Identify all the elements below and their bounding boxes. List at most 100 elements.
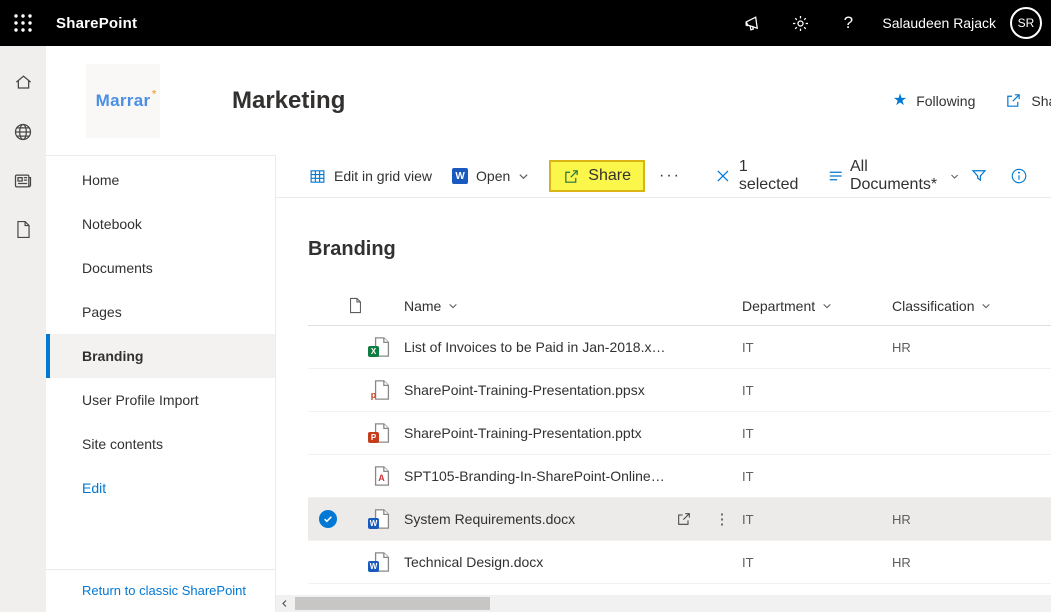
department-cell: IT <box>742 339 754 355</box>
app-launcher-icon[interactable] <box>0 0 46 46</box>
sidebar-item-home[interactable]: Home <box>82 172 120 188</box>
pdf-file-icon: A <box>372 465 392 487</box>
view-name: All Documents* <box>849 158 938 193</box>
main-panel: Edit in grid view W Open Share <box>276 155 1051 612</box>
sidebar-item-branding[interactable]: Branding <box>46 334 275 378</box>
table-row[interactable]: p SharePoint-Training-Presentation.ppsx … <box>308 369 1051 412</box>
list-title: Branding <box>308 238 396 260</box>
department-cell: IT <box>742 554 754 570</box>
chevron-down-icon <box>519 173 528 179</box>
word-file-icon: W <box>368 551 392 573</box>
classification-cell: HR <box>892 554 911 570</box>
check-circle-icon <box>319 510 337 528</box>
chevron-down-icon <box>823 303 831 308</box>
department-cell: IT <box>742 425 754 441</box>
share-icon <box>1007 94 1021 107</box>
row-checkbox-checked[interactable] <box>308 510 348 528</box>
app-title[interactable]: SharePoint <box>56 14 138 32</box>
table-row[interactable]: A SPT105-Branding-In-SharePoint-Online-a… <box>308 455 1051 498</box>
star-icon: ★ <box>892 91 908 109</box>
sidebar-item-user-profile-import[interactable]: User Profile Import <box>82 392 199 408</box>
chevron-down-icon <box>982 303 991 308</box>
sidebar-footer: Return to classic SharePoint <box>46 569 275 612</box>
file-name[interactable]: SharePoint-Training-Presentation.ppsx <box>404 382 645 398</box>
open-button[interactable]: W Open <box>452 168 529 184</box>
file-name[interactable]: List of Invoices to be Paid in Jan-2018.… <box>404 339 666 355</box>
help-icon[interactable]: ? <box>843 13 854 32</box>
scroll-left-icon[interactable] <box>276 595 292 612</box>
user-name[interactable]: Salaudeen Rajack <box>882 15 996 31</box>
classification-cell: HR <box>892 339 911 355</box>
site-navigation: Home Notebook Documents Pages Branding U… <box>46 155 276 612</box>
page-icon <box>350 297 361 314</box>
file-name[interactable]: SharePoint-Training-Presentation.pptx <box>404 425 642 441</box>
settings-gear-icon[interactable] <box>776 0 824 46</box>
view-lines-icon <box>829 171 842 181</box>
suite-top-bar: SharePoint ? Salaudeen Rajack SR <box>0 0 1051 46</box>
horizontal-scrollbar[interactable] <box>276 595 1051 612</box>
table-header: Name Department Classification <box>308 286 1051 326</box>
clear-selection-button[interactable]: 1 selected <box>717 158 801 194</box>
row-more-actions-icon[interactable]: ⋮ <box>714 511 730 528</box>
file-name[interactable]: System Requirements.docx <box>404 511 576 527</box>
grid-icon <box>310 169 325 183</box>
powerpoint-show-file-icon: p <box>371 379 392 401</box>
table-row-selected[interactable]: W System Requirements.docx ⋮ IT HR <box>308 498 1051 541</box>
sidebar-item-notebook[interactable]: Notebook <box>82 216 142 232</box>
logo-asterisk: * <box>152 88 157 100</box>
home-icon[interactable] <box>0 58 46 107</box>
share-icon <box>565 169 579 183</box>
sidebar-item-site-contents[interactable]: Site contents <box>82 436 163 452</box>
table-row[interactable]: P SharePoint-Training-Presentation.pptx … <box>308 412 1051 455</box>
chevron-down-icon <box>449 303 458 308</box>
following-button[interactable]: ★ Following <box>892 91 976 109</box>
filter-icon[interactable] <box>959 156 999 196</box>
sidebar-item-documents[interactable]: Documents <box>82 260 153 276</box>
command-bar: Edit in grid view W Open Share <box>276 155 1051 198</box>
column-header-department[interactable]: Department <box>742 298 892 314</box>
sidebar-edit-link[interactable]: Edit <box>82 480 107 496</box>
chevron-down-icon <box>950 174 958 179</box>
view-selector[interactable]: All Documents* <box>829 158 959 194</box>
announcements-icon[interactable] <box>728 0 776 46</box>
site-header: Marrar* Marketing ★ Following Share <box>46 46 1051 155</box>
table-row[interactable]: X List of Invoices to be Paid in Jan-201… <box>308 326 1051 369</box>
file-name[interactable]: Technical Design.docx <box>404 554 544 570</box>
row-share-icon[interactable] <box>666 511 702 527</box>
word-app-icon: W <box>452 168 469 184</box>
file-type-column-header[interactable] <box>348 297 404 314</box>
site-logo[interactable]: Marrar * <box>86 63 160 138</box>
edit-in-grid-view-button[interactable]: Edit in grid view <box>309 168 432 185</box>
horizontal-scrollbar-thumb[interactable] <box>295 597 490 610</box>
table-row[interactable]: W Technical Design.docx IT HR <box>308 541 1051 584</box>
department-cell: IT <box>742 382 754 398</box>
word-file-icon: W <box>368 508 392 530</box>
document-icon[interactable] <box>0 205 46 254</box>
share-button-highlighted[interactable]: Share <box>549 160 645 192</box>
department-cell: IT <box>742 468 754 484</box>
powerpoint-file-icon: P <box>368 422 392 444</box>
following-label: Following <box>916 92 976 109</box>
info-icon[interactable] <box>999 156 1039 196</box>
return-to-classic-link[interactable]: Return to classic SharePoint <box>82 583 247 598</box>
classification-cell: HR <box>892 511 911 527</box>
column-header-name[interactable]: Name <box>404 298 666 314</box>
close-icon <box>717 170 729 182</box>
globe-icon[interactable] <box>0 107 46 156</box>
selected-count: 1 selected <box>738 158 799 193</box>
site-logo-text: Marrar * <box>95 88 157 110</box>
more-commands-icon[interactable]: ··· <box>659 167 681 184</box>
news-icon[interactable] <box>0 156 46 205</box>
department-cell: IT <box>742 511 754 527</box>
site-title: Marketing <box>232 86 346 114</box>
share-label: Share <box>588 167 631 184</box>
avatar[interactable]: SR <box>1010 7 1042 39</box>
site-share-label: Share <box>1031 92 1051 109</box>
sidebar-item-pages[interactable]: Pages <box>82 304 122 320</box>
left-app-rail <box>0 46 46 612</box>
site-share-button[interactable]: Share <box>1005 92 1051 109</box>
file-name[interactable]: SPT105-Branding-In-SharePoint-Online-and… <box>404 468 666 484</box>
fullscreen-expand-icon[interactable] <box>1039 156 1051 196</box>
excel-file-icon: X <box>368 336 392 358</box>
column-header-classification[interactable]: Classification <box>892 298 1051 314</box>
